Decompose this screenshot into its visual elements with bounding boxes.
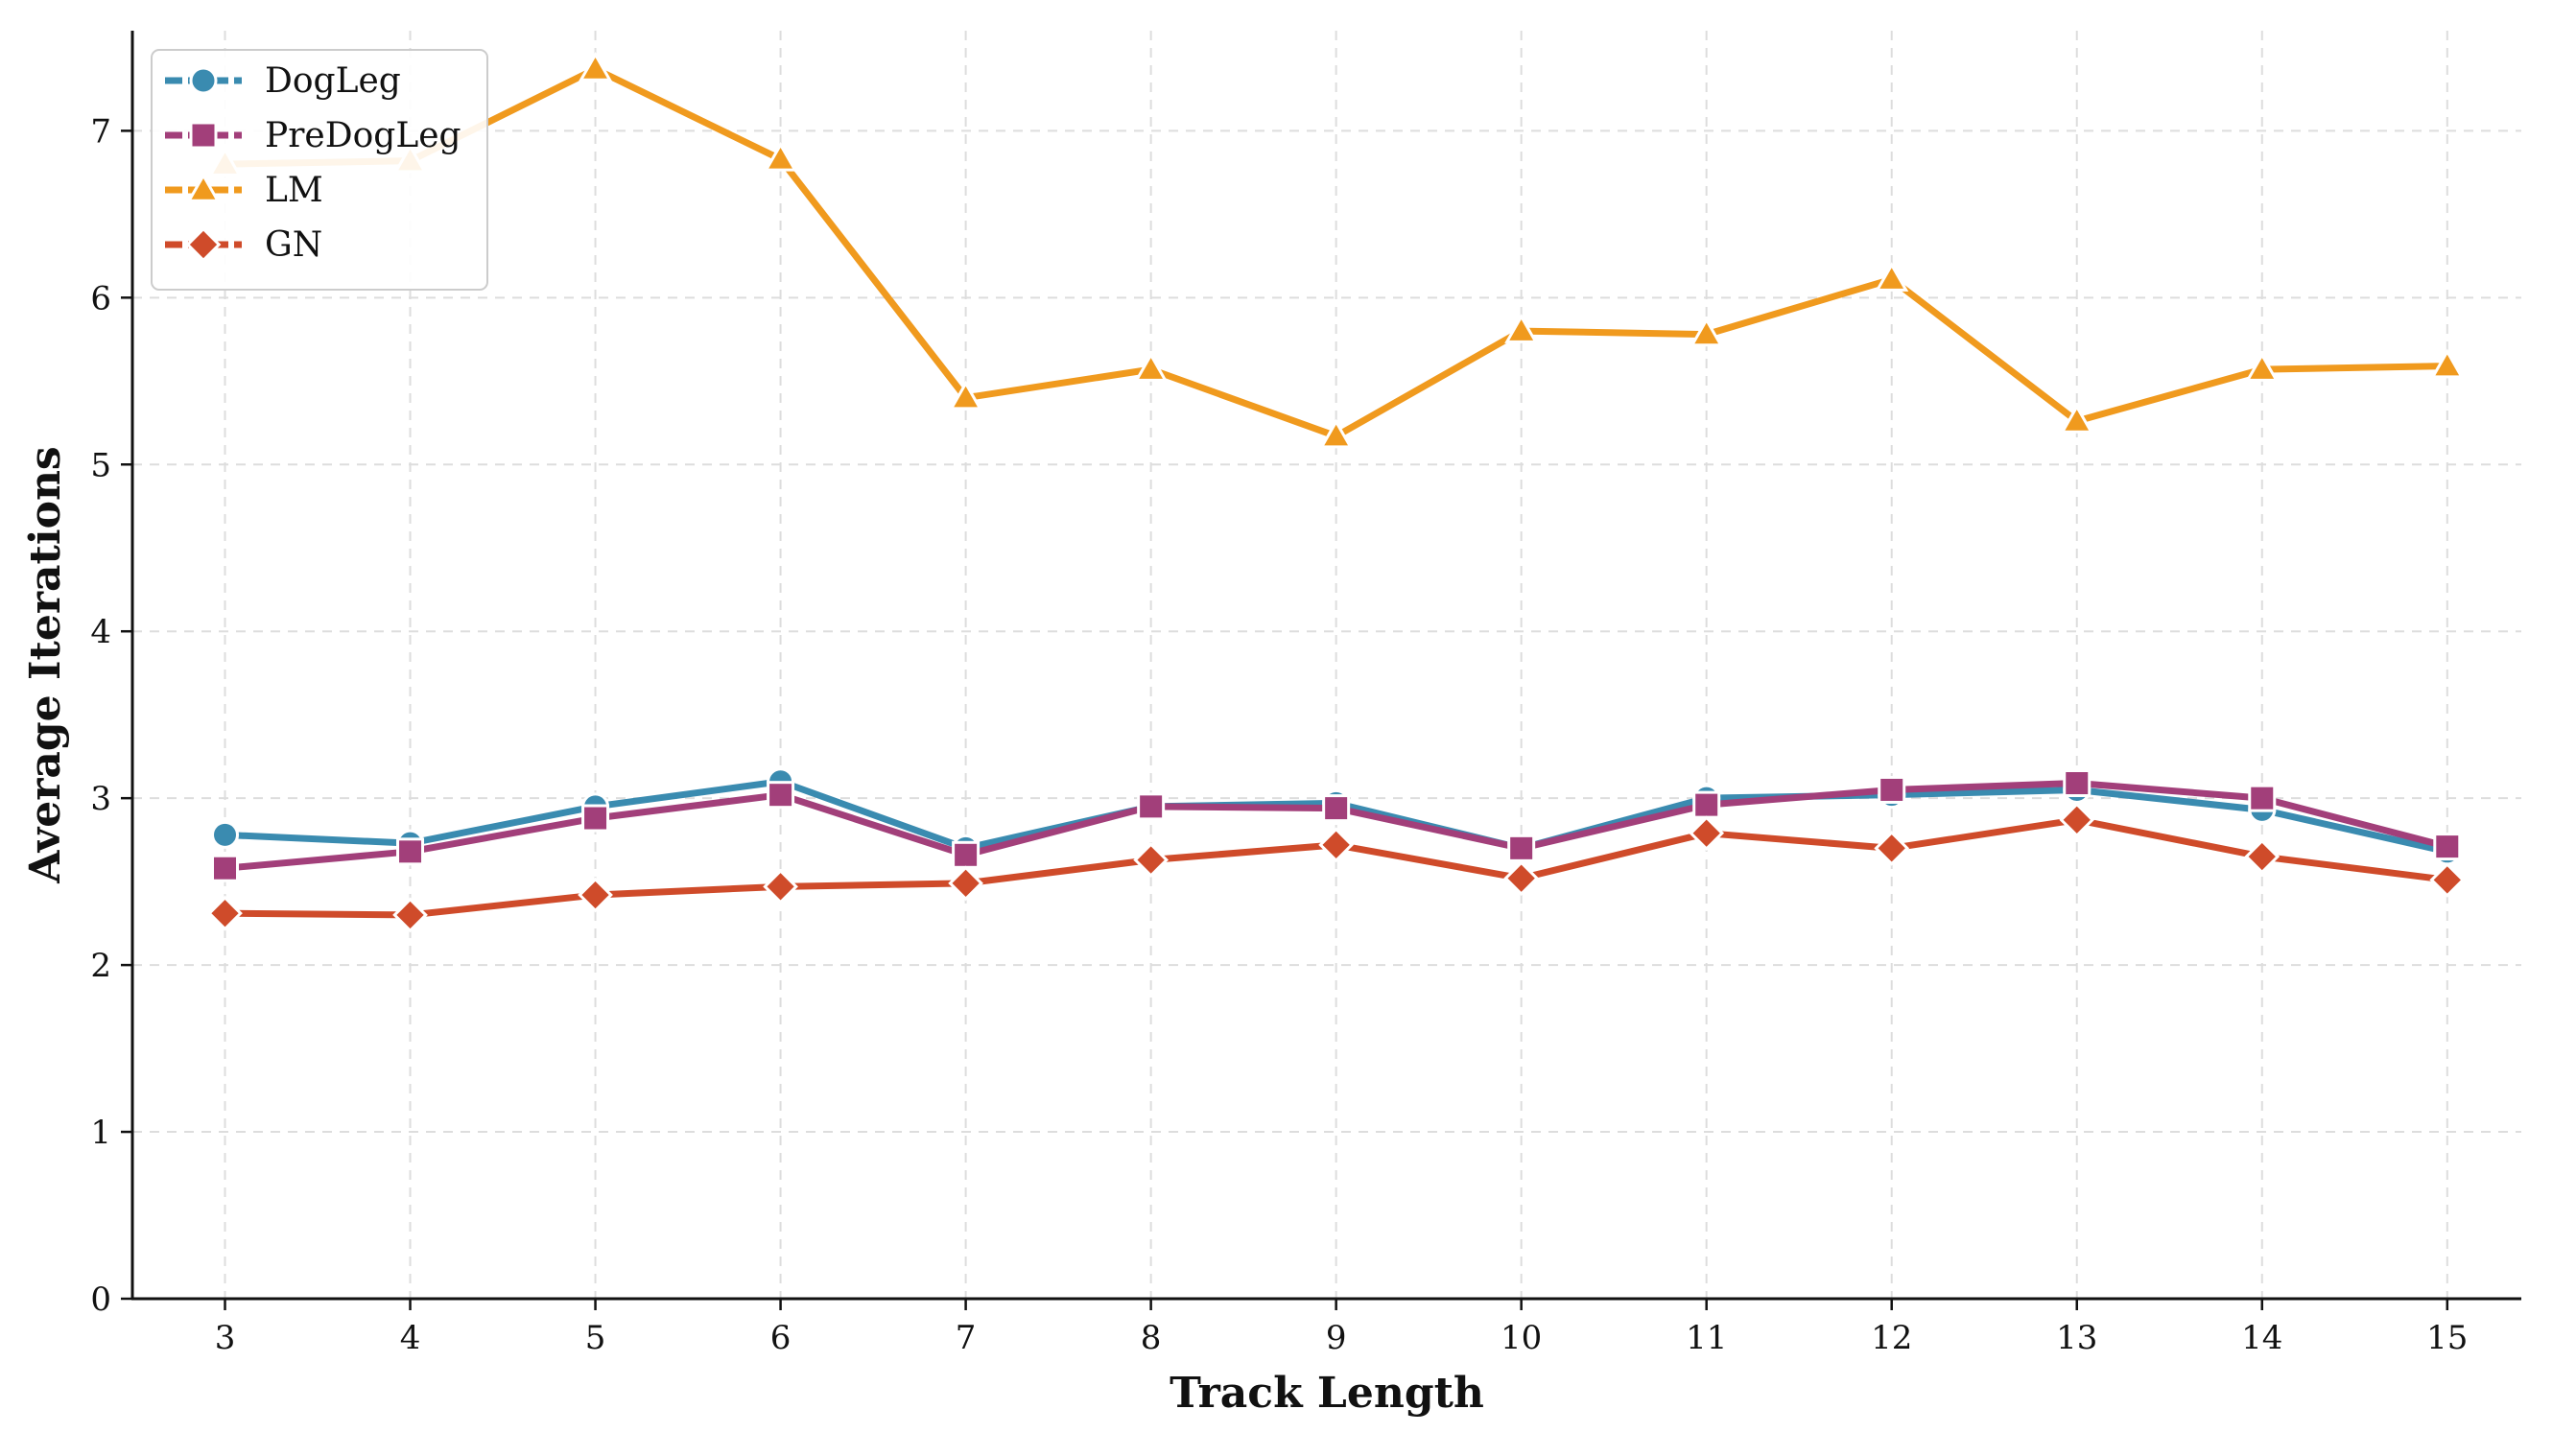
data-point-gn	[948, 865, 983, 902]
legend: DogLeg PreDogLeg LM GN	[151, 49, 488, 291]
y-tick-label: 3	[90, 780, 111, 818]
x-tick-label: 4	[400, 1319, 421, 1357]
legend-item-lm: LM	[165, 171, 323, 210]
x-tick-label: 13	[2056, 1319, 2097, 1357]
data-point-predogleg	[952, 840, 981, 869]
data-point-predogleg	[1692, 790, 1721, 819]
x-tick-label: 7	[956, 1319, 977, 1357]
y-tick-label: 2	[90, 947, 111, 985]
data-point-gn	[578, 877, 613, 913]
x-tick-label: 10	[1501, 1319, 1542, 1357]
y-axis-title: Average Iterations	[21, 446, 70, 883]
data-point-predogleg	[2063, 769, 2092, 798]
data-point-predogleg	[1322, 794, 1351, 823]
legend-label-lm: LM	[265, 171, 323, 210]
x-tick-label: 11	[1686, 1319, 1727, 1357]
grid	[132, 31, 2521, 1300]
data-point-lm	[1875, 262, 1909, 292]
data-point-lm	[764, 141, 798, 172]
data-point-predogleg	[211, 854, 240, 882]
data-point-gn	[392, 897, 428, 933]
x-tick-label: 8	[1141, 1319, 1162, 1357]
legend-label-predogleg: PreDogLeg	[265, 116, 461, 155]
data-point-gn	[2244, 838, 2281, 875]
data-point-gn	[207, 895, 243, 931]
legend-marker-predogleg	[189, 121, 218, 150]
legend-marker-dogleg	[189, 66, 218, 95]
data-point-lm	[2430, 348, 2465, 379]
data-point-lm	[2245, 352, 2280, 382]
data-point-gn	[1133, 842, 1169, 878]
legend-box	[151, 49, 488, 291]
x-axis-title: Track Length	[1170, 1369, 1484, 1418]
series-gn	[207, 802, 2466, 933]
y-tick-label: 5	[90, 446, 111, 484]
legend-label-dogleg: DogLeg	[265, 61, 401, 101]
data-point-predogleg	[396, 837, 425, 866]
data-point-predogleg	[1507, 834, 1536, 862]
x-tick-label: 15	[2426, 1319, 2468, 1357]
data-point-predogleg	[2248, 784, 2277, 812]
x-tick-label: 9	[1326, 1319, 1347, 1357]
data-point-predogleg	[2433, 833, 2462, 861]
x-tick-label: 3	[215, 1319, 236, 1357]
data-point-gn	[2059, 802, 2095, 838]
legend-label-gn: GN	[265, 225, 322, 265]
legend-item-predogleg: PreDogLeg	[165, 116, 461, 155]
data-point-dogleg	[211, 820, 240, 849]
data-point-gn	[2429, 862, 2466, 898]
data-point-predogleg	[767, 781, 795, 810]
data-point-gn	[1874, 830, 1910, 866]
data-point-lm	[949, 380, 983, 411]
y-tick-label: 4	[90, 613, 111, 651]
data-point-lm	[1690, 317, 1724, 347]
x-tick-label: 5	[585, 1319, 606, 1357]
data-point-lm	[1504, 314, 1539, 343]
data-point-lm	[579, 52, 613, 82]
series-lm	[207, 52, 2465, 449]
data-point-gn	[763, 868, 798, 904]
data-point-gn	[1689, 815, 1725, 852]
legend-marker-lm	[186, 173, 221, 202]
data-point-lm	[2060, 404, 2094, 434]
data-point-lm	[1134, 352, 1169, 382]
x-tick-label: 12	[1871, 1319, 1912, 1357]
axes	[121, 31, 2521, 1310]
data-point-predogleg	[1878, 775, 1906, 804]
data-point-gn	[1318, 827, 1355, 863]
data-point-lm	[1319, 418, 1354, 449]
y-tick-label: 7	[90, 112, 111, 151]
y-tick-label: 1	[90, 1114, 111, 1152]
x-tick-label: 14	[2241, 1319, 2282, 1357]
y-tick-label: 6	[90, 279, 111, 317]
x-tick-label: 6	[770, 1319, 792, 1357]
data-point-gn	[1503, 860, 1540, 897]
legend-item-dogleg: DogLeg	[165, 61, 401, 101]
legend-marker-gn	[185, 226, 222, 263]
data-point-predogleg	[581, 804, 610, 833]
data-point-predogleg	[1137, 792, 1166, 821]
legend-item-gn: GN	[165, 225, 322, 265]
y-tick-label: 0	[90, 1280, 111, 1319]
